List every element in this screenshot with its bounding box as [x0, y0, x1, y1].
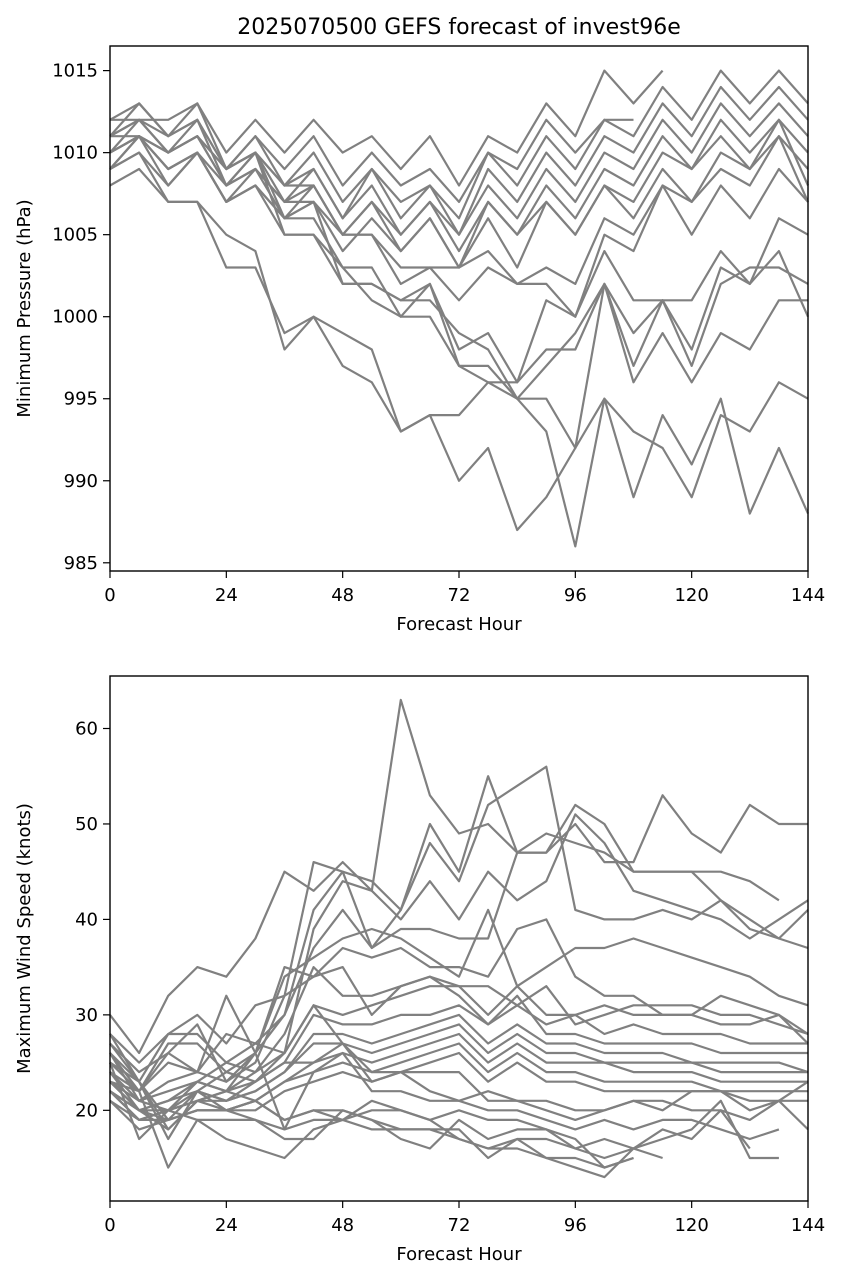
pressure-y-tick-label: 995: [64, 389, 98, 410]
pressure-y-tick-label: 985: [64, 553, 98, 574]
pressure-member-line-13: [109, 135, 809, 450]
wind-member-line-24: [109, 1051, 809, 1131]
wind-member-line-6: [109, 908, 809, 1093]
pressure-x-tick-label: 72: [448, 585, 471, 606]
wind-y-axis-label: Maximum Wind Speed (knots): [14, 803, 35, 1074]
pressure-x-tick-label: 96: [564, 585, 587, 606]
wind-member-line-2: [109, 775, 808, 1064]
wind-y-tick-label: 20: [75, 1100, 98, 1121]
pressure-y-axis-label: Minimum Pressure (hPa): [14, 199, 35, 417]
wind-member-line-22: [108, 1062, 634, 1169]
pressure-x-ticks: 0 24 48 72 96 120 144: [104, 571, 825, 606]
pressure-plot-frame: [109, 45, 809, 572]
pressure-member-line-16: [109, 135, 810, 548]
pressure-member-line-9: [109, 118, 810, 302]
pressure-x-tick-label: 24: [215, 585, 238, 606]
wind-y-tick-label: 50: [75, 814, 98, 835]
wind-y-tick-label: 30: [75, 1005, 98, 1026]
pressure-member-line-15: [109, 167, 809, 532]
wind-member-line-17: [109, 1042, 809, 1131]
wind-x-axis-label: Forecast Hour: [396, 1244, 522, 1265]
wind-x-tick-label: 144: [791, 1215, 825, 1236]
wind-series-layer: [108, 698, 809, 1179]
wind-member-line-13: [109, 1023, 808, 1121]
wind-member-line-18: [109, 1004, 780, 1141]
chart-title: 2025070500 GEFS forecast of invest96e: [237, 15, 681, 40]
pressure-y-tick-label: 1000: [52, 307, 98, 328]
wind-y-ticks: 20 30 40 50 60: [75, 719, 110, 1121]
pressure-y-tick-label: 990: [64, 471, 98, 492]
pressure-series-layer: [109, 69, 810, 548]
wind-y-tick-label: 60: [75, 719, 98, 740]
pressure-y-tick-label: 1015: [52, 61, 98, 82]
pressure-x-tick-label: 144: [791, 585, 825, 606]
wind-x-tick-label: 24: [215, 1215, 238, 1236]
wind-member-line-15: [109, 1042, 808, 1121]
wind-x-tick-label: 48: [331, 1215, 354, 1236]
pressure-x-tick-label: 48: [331, 585, 354, 606]
wind-member-line-4: [109, 813, 809, 1093]
pressure-member-line-1: [110, 69, 664, 187]
wind-member-line-23: [109, 1080, 779, 1169]
pressure-y-tick-label: 1010: [52, 143, 98, 164]
pressure-x-tick-label: 120: [674, 585, 708, 606]
pressure-member-line-14: [109, 151, 808, 433]
wind-panel: 0 24 48 72 96 120 144 20 30 40 50 60 Forecast Hour…: [14, 675, 825, 1265]
wind-x-ticks: 0 24 48 72 96 120 144: [104, 1201, 825, 1236]
pressure-panel: 0 24 48 72 96 120 144 985 990 995 1000 1005 1010 101…: [14, 45, 825, 635]
pressure-member-line-11: [110, 135, 809, 384]
wind-x-tick-label: 96: [564, 1215, 587, 1236]
wind-member-line-1: [109, 698, 780, 1055]
pressure-x-tick-label: 0: [104, 585, 115, 606]
wind-y-tick-label: 40: [75, 909, 98, 930]
wind-x-tick-label: 72: [448, 1215, 471, 1236]
pressure-member-line-10: [109, 102, 809, 318]
pressure-y-tick-label: 1005: [52, 225, 98, 246]
wind-member-line-3: [109, 765, 809, 1074]
wind-x-tick-label: 120: [674, 1215, 708, 1236]
pressure-y-ticks: 985 990 995 1000 1005 1010 1015: [52, 61, 110, 574]
pressure-x-axis-label: Forecast Hour: [396, 614, 522, 635]
wind-x-tick-label: 0: [104, 1215, 115, 1236]
